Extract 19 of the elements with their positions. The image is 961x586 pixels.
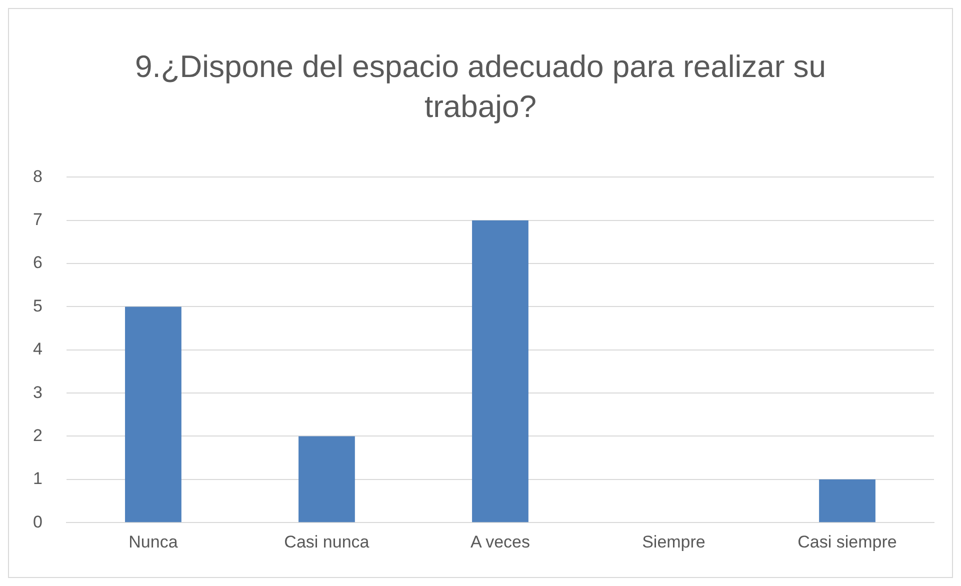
bar xyxy=(125,306,182,522)
x-tick-label: A veces xyxy=(470,532,530,552)
y-tick-label: 1 xyxy=(32,469,42,488)
x-tick-label: Casi siempre xyxy=(798,532,897,552)
x-tick-label: Nunca xyxy=(128,532,178,552)
bar xyxy=(819,479,876,522)
y-tick-label: 3 xyxy=(32,382,42,402)
y-tick-label: 6 xyxy=(32,253,42,272)
y-tick-label: 0 xyxy=(32,512,42,532)
y-tick-label: 2 xyxy=(32,426,42,445)
y-tick-label: 4 xyxy=(32,340,42,359)
x-tick-label: Siempre xyxy=(642,532,706,552)
y-tick-label: 8 xyxy=(32,166,42,186)
y-tick-label: 7 xyxy=(32,210,42,230)
bar xyxy=(298,436,355,522)
chart-title: 9.¿Dispone del espacio adecuado para realizar su trabajo? xyxy=(134,48,828,126)
y-tick-label: 5 xyxy=(32,296,42,316)
bar xyxy=(472,220,528,522)
x-tick-label: Casi nunca xyxy=(284,532,370,552)
